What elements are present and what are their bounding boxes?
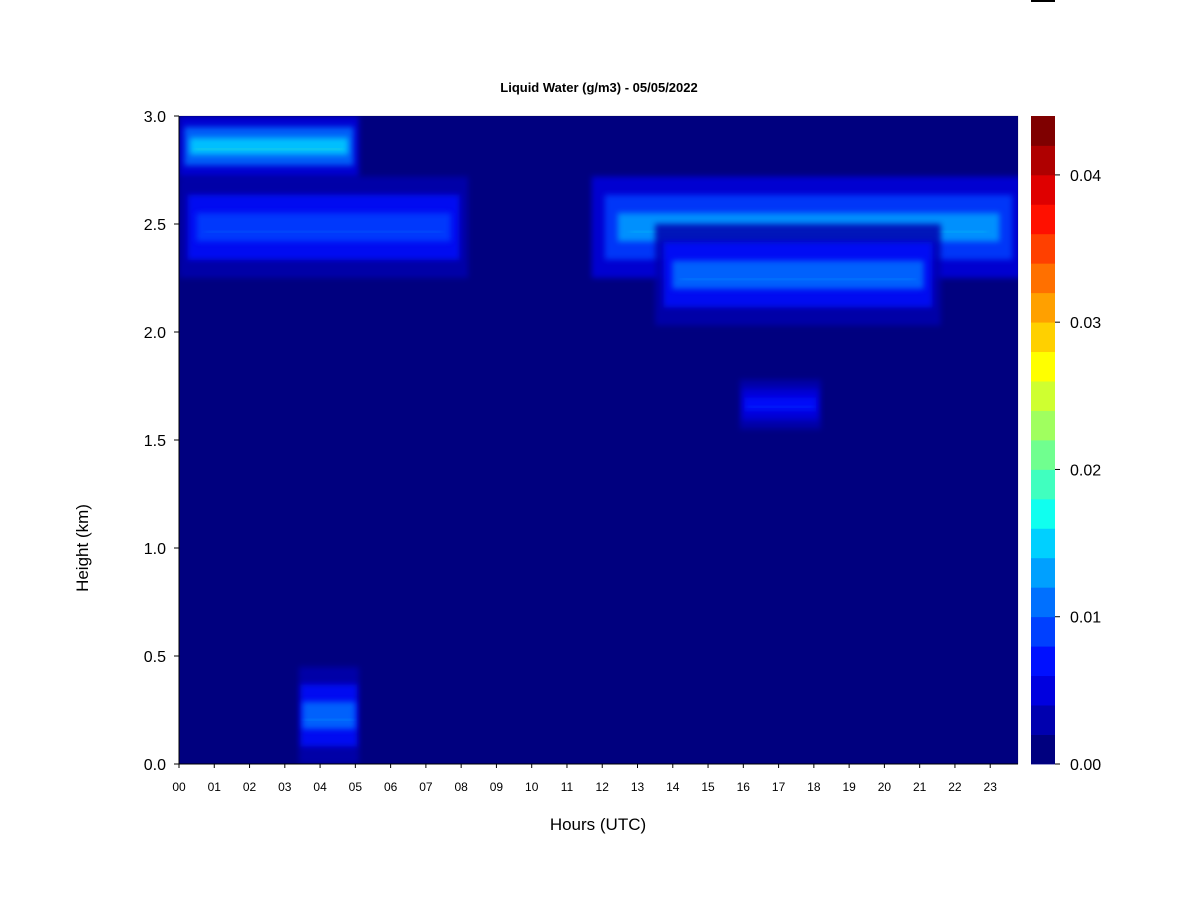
x-tick-label: 14 [666,780,680,794]
y-tick-label: 2.5 [144,217,166,234]
y-tick-label: 0.5 [144,649,166,666]
x-tick-label: 02 [243,780,257,794]
heat-features [179,116,1018,764]
x-tick-label: 04 [313,780,327,794]
x-tick-label: 09 [490,780,504,794]
colorbar-swatch [1031,705,1055,735]
colorbar-swatch [1031,204,1055,235]
colorbar-swatch [1031,440,1055,470]
y-tick-label: 0.0 [144,757,166,774]
colorbar-swatch [1031,528,1055,559]
heat-cell [747,406,814,408]
x-tick-label: 23 [984,780,998,794]
colorbar-swatch [1031,734,1055,765]
y-axis-label: Height (km) [73,504,92,592]
x-tick-label: 17 [772,780,786,794]
x-tick-label: 16 [737,780,751,794]
heat-feature-4 [298,666,359,764]
x-tick-label: 11 [561,780,574,794]
x-tick-label: 21 [913,780,927,794]
x-axis: 00 01 02 03 04 05 06 07 08 09 10 11 12 13 14 15 16 17 18 19… [172,763,1018,794]
x-tick-label: 03 [278,780,292,794]
colorbar-swatch [1031,233,1055,264]
heat-cell [302,701,356,730]
y-tick-label: 1.0 [144,541,166,558]
colorbar-swatch [1031,263,1055,294]
colorbar-swatch [1031,145,1055,176]
colorbar-swatch [1031,322,1055,353]
x-tick-label: 18 [807,780,821,794]
x-tick-label: 19 [842,780,856,794]
heat-feature-3 [179,116,359,177]
colorbar-swatch [1031,616,1055,647]
colorbar-swatch [1031,646,1055,677]
colorbar-swatch [1031,498,1055,529]
corner-mark [1031,0,1055,2]
heat-feature-2 [655,224,941,326]
x-tick-label: 08 [454,780,468,794]
y-tick-label: 2.0 [144,325,166,342]
heat-cell [304,719,354,721]
heat-feature-0 [179,176,469,278]
y-tick-label: 3.0 [144,109,166,126]
x-axis-label: Hours (UTC) [550,815,646,834]
colorbar-tick-label: 0.04 [1070,168,1101,185]
colorbar-swatch [1031,557,1055,588]
x-tick-label: 07 [419,780,433,794]
x-tick-label: 13 [631,780,645,794]
x-tick-label: 15 [701,780,715,794]
colorbar-swatch [1031,351,1055,382]
chart-title: Liquid Water (g/m3) - 05/05/2022 [500,80,697,95]
x-tick-label: 06 [384,780,398,794]
heat-cell [196,213,451,242]
colorbar-swatch [1031,410,1055,441]
heat-cell [680,278,916,280]
x-tick-label: 20 [878,780,892,794]
x-tick-label: 05 [349,780,363,794]
colorbar-swatch [1031,292,1055,323]
colorbar-swatch [1031,174,1055,205]
colorbar-swatch [1031,587,1055,618]
x-tick-label: 01 [208,780,222,794]
x-tick-label: 12 [596,780,610,794]
heat-feature-5 [739,379,821,430]
x-tick-label: 00 [172,780,186,794]
colorbar: 0.00 0.01 0.02 0.03 0.04 [1031,116,1101,774]
x-tick-label: 10 [525,780,539,794]
colorbar-swatch [1031,381,1055,411]
heat-cell [672,260,924,289]
x-tick-label: 22 [948,780,962,794]
y-axis: 0.0 0.5 1.0 1.5 2.0 2.5 3.0 [144,109,180,774]
colorbar-swatch [1031,469,1055,500]
heat-cell [195,148,343,150]
heat-cell [189,137,349,155]
plot-area [179,116,1018,764]
colorbar-tick-label: 0.01 [1070,610,1101,627]
heat-cell [205,231,443,233]
colorbar-swatch [1031,675,1055,706]
colorbar-swatch [1031,116,1055,146]
y-tick-label: 1.5 [144,433,166,450]
colorbar-tick-label: 0.03 [1070,315,1101,332]
heat-cell [744,397,817,412]
colorbar-tick-label: 0.02 [1070,462,1101,479]
colorbar-tick-label: 0.00 [1070,757,1101,774]
